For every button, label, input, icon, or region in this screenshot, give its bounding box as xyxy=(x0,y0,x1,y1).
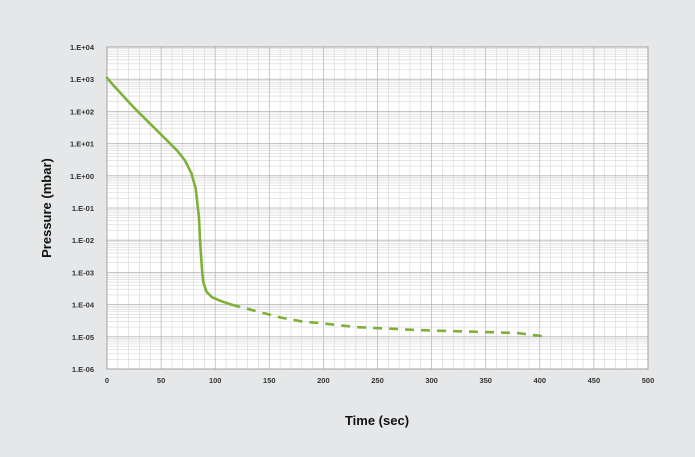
y-tick-label: 1.E-06 xyxy=(72,365,94,374)
series-line-dashed xyxy=(231,303,549,339)
x-tick-label: 350 xyxy=(479,376,492,385)
x-tick-label: 100 xyxy=(209,376,222,385)
x-tick-label: 0 xyxy=(105,376,109,385)
y-tick-label: 1.E+00 xyxy=(70,172,94,181)
series-layer xyxy=(105,76,549,339)
plot-border xyxy=(106,46,649,370)
x-tick-label: 400 xyxy=(534,376,547,385)
x-axis-title: Time (sec) xyxy=(345,413,409,428)
y-tick-label: 1.E-03 xyxy=(72,268,94,277)
x-tick-label: 150 xyxy=(263,376,276,385)
y-tick-label: 1.E+03 xyxy=(70,75,94,84)
x-tick-labels: 0 50 100 150 200 250 300 350 400 450 500 xyxy=(105,376,654,385)
y-tick-label: 1.E+01 xyxy=(70,140,94,149)
x-tick-label: 50 xyxy=(157,376,165,385)
x-tick-label: 250 xyxy=(371,376,384,385)
y-axis-title: Pressure (mbar) xyxy=(39,158,54,258)
series-line-solid xyxy=(105,76,233,306)
y-tick-label: 1.E-02 xyxy=(72,236,94,245)
x-tick-label: 500 xyxy=(642,376,655,385)
x-tick-label: 450 xyxy=(588,376,601,385)
x-tick-label: 200 xyxy=(317,376,330,385)
y-tick-label: 1.E+02 xyxy=(70,107,94,116)
y-tick-label: 1.E-04 xyxy=(72,301,95,310)
x-tick-label: 300 xyxy=(425,376,438,385)
y-tick-label: 1.E-05 xyxy=(72,333,94,342)
y-tick-label: 1.E-01 xyxy=(72,204,94,213)
y-tick-labels: 1.E+04 1.E+03 1.E+02 1.E+01 1.E+00 1.E-01 1.E-… xyxy=(70,43,95,374)
y-tick-label: 1.E+04 xyxy=(70,43,95,52)
